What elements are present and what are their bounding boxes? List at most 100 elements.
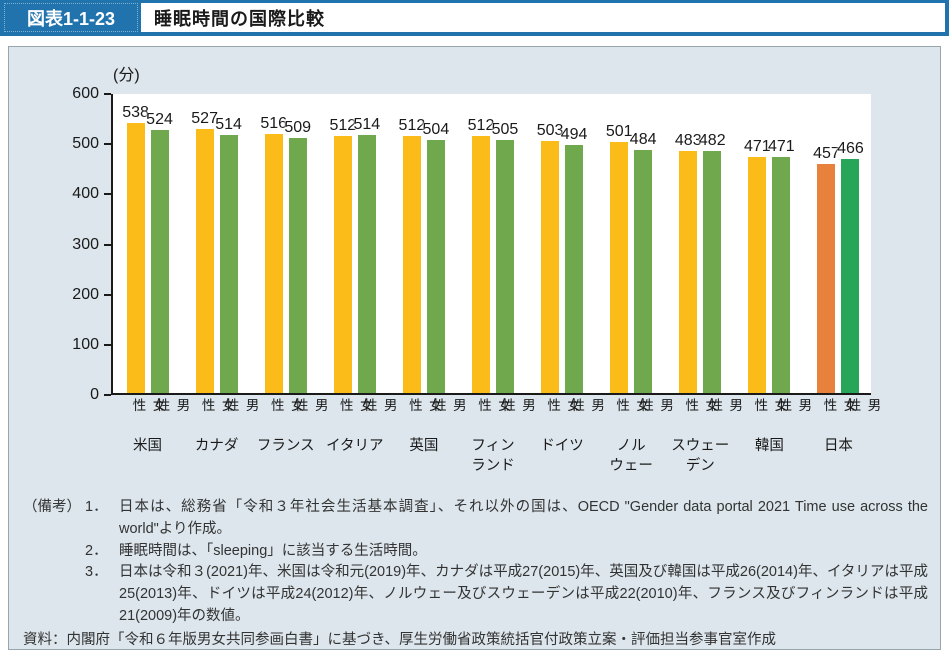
gender-label-female: 女性: [614, 398, 650, 413]
gender-label-male: 男性: [638, 398, 674, 413]
bar-male: [703, 151, 722, 393]
y-tick-label: 100: [72, 335, 99, 353]
bar-group-10: 457 女性 466 男性日本: [804, 94, 880, 454]
gender-label-male: 男性: [499, 398, 535, 413]
note-number: 1．: [85, 499, 108, 515]
note-item-3: 3． 日本は令和３(2021)年、米国は令和元(2019)年、カナダは平成27(2…: [23, 562, 928, 627]
bar-male: [288, 137, 307, 393]
country-label: カナダ: [194, 438, 239, 454]
y-tick-label: 300: [72, 235, 99, 253]
gender-label-male: 男性: [845, 398, 881, 413]
bar-value-label: 512: [467, 117, 495, 135]
country-label: フランス: [256, 438, 315, 454]
gender-label-male: 男性: [776, 398, 812, 413]
notes-label: （備考）: [23, 499, 81, 515]
figure-header: 図表1-1-23 睡眠時間の国際比較: [0, 0, 949, 36]
note-number: 3．: [85, 564, 108, 581]
bar-group-5: 512 女性 505 男性 フィン ランド: [458, 94, 535, 473]
y-tick-mark: [104, 143, 111, 146]
bar-value-label: 527: [191, 109, 218, 127]
gender-label-female: 女性: [268, 398, 304, 413]
bar-female: [402, 136, 421, 393]
bar-value-label: 484: [629, 131, 657, 149]
bar-value-label: 501: [605, 122, 633, 140]
gender-label-female: 女性: [752, 398, 788, 413]
country-label: 米国: [133, 438, 163, 454]
figure-number-badge: 図表1-1-23: [4, 3, 138, 32]
y-tick-mark: [104, 93, 111, 95]
source-line: 資料：内閣府「令和６年版男女共同参画白書」に基づき、厚生労働省政策統括官付政策立…: [23, 631, 776, 648]
bar-value-label: 471: [744, 137, 771, 155]
y-tick-mark: [104, 293, 111, 296]
bar-male: [634, 150, 653, 393]
gender-label-female: 女性: [683, 398, 719, 413]
gender-label-male: 男性: [430, 398, 466, 413]
bar-value-label: 538: [122, 104, 149, 122]
bar-male: [150, 130, 169, 393]
bar-female: [679, 150, 698, 393]
country-label: ドイツ: [540, 438, 584, 454]
figure-panel: (分) 0 100 200 300 400 500 600 538 女性 524 男性 米国 527 女…: [8, 46, 941, 650]
bar-group-0: 538 女性 524 男性 米国: [113, 94, 189, 454]
y-tick-label: 500: [72, 135, 99, 153]
bar-value-label: 514: [353, 116, 381, 134]
bar-female: [541, 140, 560, 393]
chart-plot-area: 538 女性 524 男性 米国 527 女性 514 男性 カナダ 516 女性 509 男性 フランス 5…: [111, 94, 880, 474]
note-number: 2．: [85, 542, 108, 559]
note-item-1: （備考） 1． 日本は、総務省「令和３年社会生活基本調査」、それ以外の国は、OECD…: [23, 497, 928, 541]
y-tick-label: 200: [72, 285, 99, 303]
bar-group-2: 516 女性 509 男性フランス: [251, 94, 328, 454]
bar-value-label: 466: [837, 140, 864, 158]
gender-label-female: 女性: [337, 398, 373, 413]
bar-value-label: 494: [560, 126, 588, 144]
note-text: 日本は、総務省「令和３年社会生活基本調査」、それ以外の国は、OECD "Gend…: [119, 499, 928, 537]
bar-female: [610, 141, 629, 393]
gender-label-male: 男性: [292, 398, 328, 413]
bar-female: [333, 136, 352, 393]
bar-male: [772, 156, 791, 393]
country-label: 英国: [409, 438, 439, 454]
country-label: フィン ランド: [471, 438, 515, 474]
gender-label-female: 女性: [406, 398, 442, 413]
y-tick-label: 600: [72, 85, 99, 102]
figure-title: 睡眠時間の国際比較: [154, 8, 325, 29]
bar-group-7: 501 女性 484 男性 ノル ウェー: [597, 94, 673, 474]
gender-label-male: 男性: [154, 398, 190, 413]
bar-group-1: 527 女性 514 男性 カナダ: [182, 94, 258, 454]
bar-value-label: 504: [422, 121, 450, 139]
notes-section: （備考） 1． 日本は、総務省「令和３年社会生活基本調査」、それ以外の国は、OECD…: [23, 497, 928, 651]
gender-label-female: 女性: [821, 398, 857, 413]
bar-value-label: 505: [491, 120, 519, 138]
gender-label-female: 女性: [545, 398, 581, 413]
bar-female: [471, 136, 490, 393]
note-item-2: 2． 睡眠時間は、「sleeping」に該当する生活時間。: [23, 541, 928, 563]
y-tick-mark: [104, 243, 111, 246]
country-label: 日本: [823, 438, 853, 454]
bar-value-label: 509: [284, 118, 312, 136]
gender-label-male: 男性: [707, 398, 743, 413]
bar-group-3: 512 女性 514 男性イタリア: [320, 94, 397, 454]
bar-value-label: 524: [146, 111, 173, 129]
y-tick-label: 0: [90, 386, 99, 403]
bar-value-label: 482: [698, 132, 726, 150]
bar-male: [565, 145, 584, 393]
bar-value-label: 457: [813, 144, 840, 162]
country-label: 韓国: [754, 438, 784, 454]
bar-male: [495, 139, 514, 393]
country-label: イタリア: [326, 438, 384, 454]
bar-group-8: 483 女性 482 男性 スウェー デン: [666, 94, 742, 474]
bar-group-9: 471 女性 471 男性 韓国: [735, 94, 811, 454]
bar-value-label: 516: [260, 115, 288, 133]
bar-value-label: 512: [329, 117, 357, 135]
bar-male: [219, 135, 238, 393]
bar-male: [426, 140, 445, 393]
bar-male: [357, 135, 376, 393]
y-tick-label: 400: [72, 185, 99, 203]
figure-title-box: 睡眠時間の国際比較: [141, 3, 945, 32]
gender-label-male: 男性: [569, 398, 605, 413]
bar-group-6: 503 女性 494 男性 ドイツ: [528, 94, 604, 454]
gender-label-male: 男性: [223, 398, 259, 413]
y-tick-mark: [104, 394, 111, 396]
gender-label-male: 男性: [361, 398, 397, 413]
bar-female: [264, 134, 283, 393]
